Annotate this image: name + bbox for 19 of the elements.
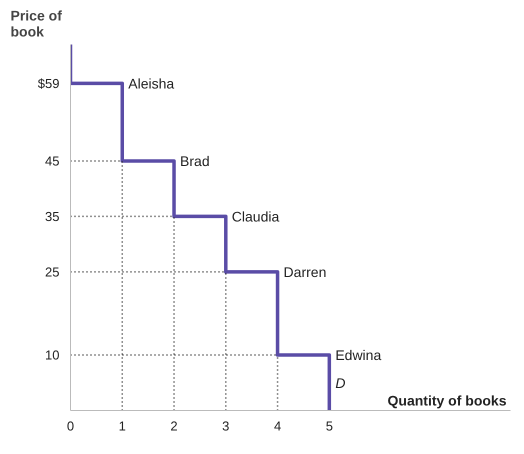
annotation: Edwina — [335, 347, 382, 364]
annotation: Brad — [180, 152, 210, 169]
y-tick-label: 35 — [45, 208, 60, 224]
x-tick-label: 5 — [326, 418, 333, 434]
annotation: D — [335, 374, 346, 391]
y-tick-label: $59 — [38, 76, 60, 91]
y-tick-label: 45 — [45, 153, 60, 168]
y-axis-title: Price of book — [10, 8, 62, 40]
y-tick-label: 25 — [45, 264, 60, 280]
annotation: Aleisha — [128, 75, 174, 92]
x-tick-label: 1 — [118, 418, 126, 434]
x-tick-label: 3 — [222, 418, 230, 434]
y-tick-label: 10 — [45, 348, 60, 363]
annotation: Claudia — [232, 208, 280, 224]
x-tick-label: 0 — [66, 418, 74, 434]
x-axis-title: Quantity of books — [388, 392, 507, 408]
x-tick-label: 2 — [170, 418, 178, 434]
x-tick-label: 4 — [274, 418, 282, 434]
annotation: Darren — [284, 264, 326, 280]
